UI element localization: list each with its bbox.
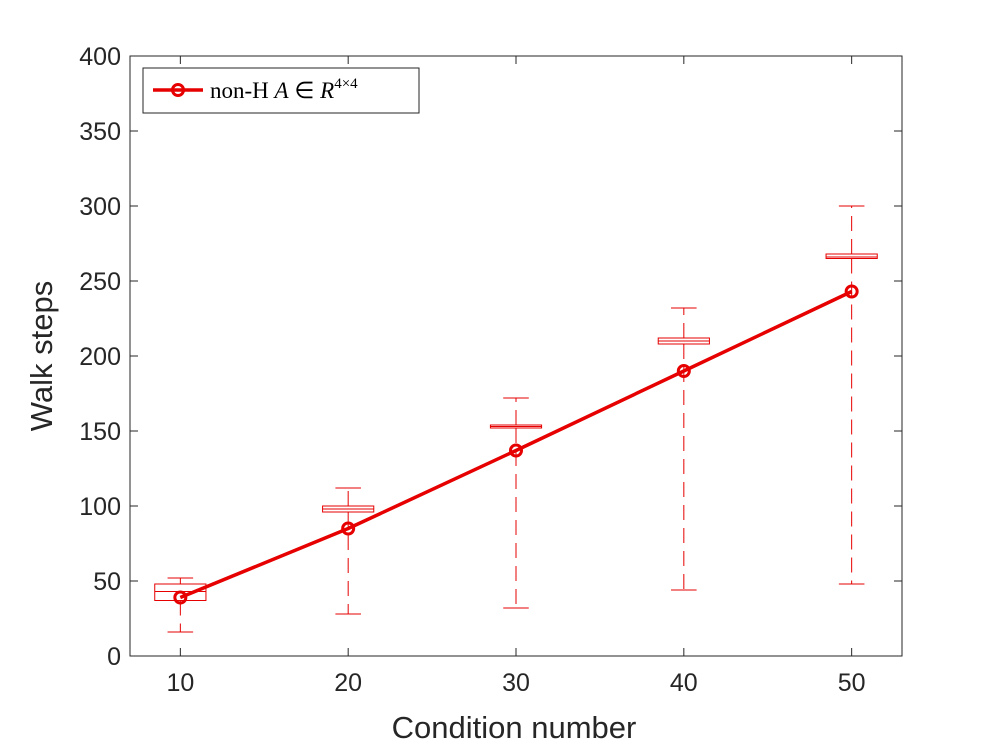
data-point: [676, 364, 691, 378]
boxplot-layer: [154, 205, 878, 633]
y-tick-label: 350: [79, 118, 121, 146]
data-point: [341, 521, 356, 536]
data-point: [844, 284, 859, 299]
box: [154, 583, 207, 601]
boxplot: [489, 397, 543, 609]
data-point: [509, 443, 523, 458]
y-tick-label: 200: [79, 343, 121, 371]
series-line: [179, 289, 853, 600]
x-tick-label: 30: [502, 669, 530, 697]
box: [825, 253, 878, 259]
y-tick-label: 100: [79, 493, 121, 521]
legend-math-exponent: 4×4: [334, 76, 358, 92]
y-tick-label: 0: [107, 643, 121, 671]
x-tick-label: 50: [838, 669, 866, 697]
y-tick-label: 150: [79, 418, 121, 446]
legend-entry: non-H A ∈ R4×4: [210, 76, 358, 103]
series-layer: [173, 284, 859, 605]
x-axis-label: Condition number: [392, 710, 637, 745]
data-point: [173, 590, 188, 605]
y-axis: 0 50 100 150 200 250 300 350 400: [79, 43, 902, 671]
legend-marker-sample: [171, 83, 185, 97]
legend-math-symbol: ∈: [294, 78, 314, 103]
x-tick-label: 40: [670, 669, 698, 697]
boxplot: [322, 487, 375, 615]
x-axis: 10 20 30 40 50: [166, 56, 866, 697]
x-tick-label: 20: [334, 669, 362, 697]
legend-math-space: R: [319, 78, 334, 103]
y-axis-label: Walk steps: [24, 281, 59, 431]
y-tick-label: 300: [79, 193, 121, 221]
legend: non-H A ∈ R4×4: [142, 67, 420, 114]
y-tick-label: 50: [93, 568, 121, 596]
x-tick-label: 10: [166, 669, 194, 697]
legend-series-name: non-H: [210, 78, 269, 103]
legend-math-var: A: [273, 78, 290, 103]
boxplot: [657, 307, 710, 591]
y-tick-label: 250: [79, 268, 121, 296]
boxplot: [825, 205, 878, 585]
y-tick-label: 400: [79, 43, 121, 71]
